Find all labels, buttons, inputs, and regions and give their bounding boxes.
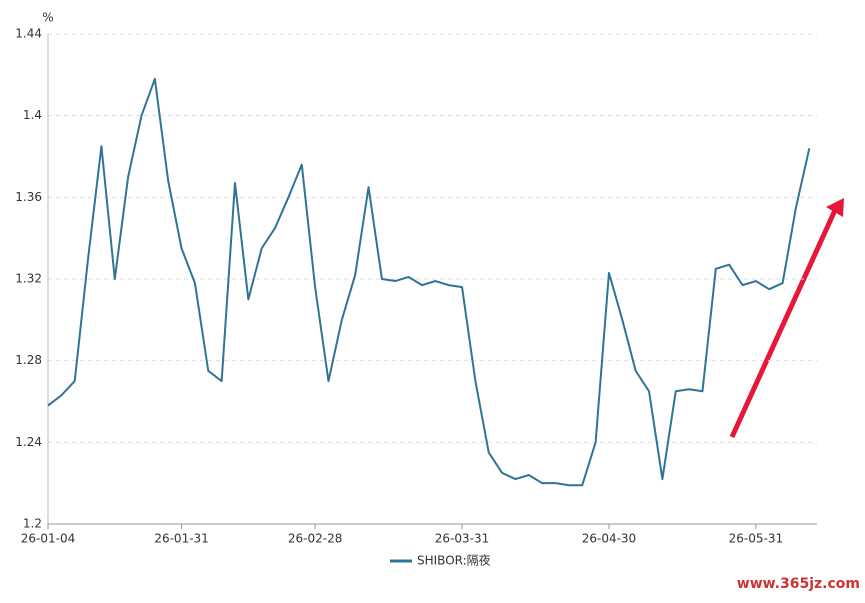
y-tick-label: 1.24 (15, 435, 42, 449)
y-tick-label: 1.36 (15, 190, 42, 204)
line-series (47, 77, 811, 487)
x-tick-label: 26-02-28 (288, 532, 342, 546)
y-tick-label: 1.44 (15, 27, 42, 41)
legend-label: SHIBOR:隔夜 (417, 553, 491, 568)
y-tick-label: 1.32 (15, 272, 42, 286)
y-tick-label: 1.2 (23, 517, 42, 531)
y-tick-label: 1.4 (23, 108, 42, 122)
x-tick-label: 26-01-04 (21, 532, 75, 546)
y-unit: % (42, 11, 53, 25)
x-tick-label: 26-03-31 (435, 532, 489, 546)
y-tick-label: 1.28 (15, 353, 42, 367)
x-tick-label: 26-05-31 (729, 532, 783, 546)
x-tick-label: 26-04-30 (582, 532, 636, 546)
arrow-shaft (729, 206, 839, 439)
arrow-head (826, 198, 844, 217)
watermark: www.365jz.com (737, 576, 860, 592)
x-tick-label: 26-01-31 (154, 532, 208, 546)
